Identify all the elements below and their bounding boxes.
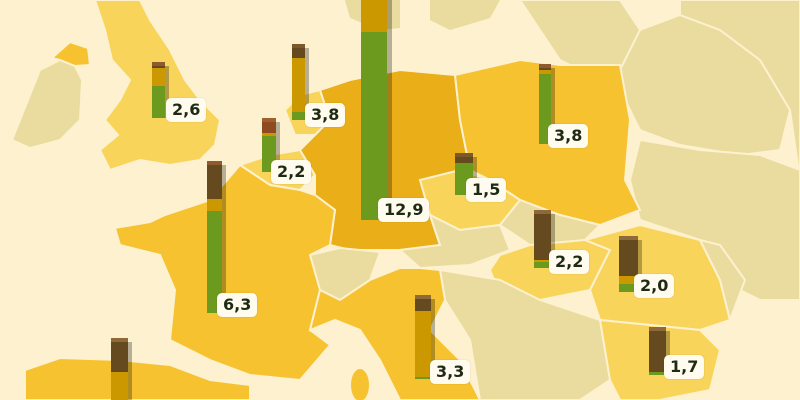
region-ireland [10,58,84,150]
seg-brown [455,157,473,163]
seg-gold [415,311,431,377]
seg-gold [292,58,305,112]
seg-brown [649,331,666,372]
bar-top-cap [534,210,551,214]
value-label-italy: 3,3 [430,360,471,384]
seg-gold [539,70,551,74]
seg-brown [111,342,128,372]
bar-shadow [128,342,132,400]
seg-brown [619,240,638,276]
seg-green [292,112,305,120]
bar-shadow [551,68,555,144]
value-label-france: 6,3 [217,293,258,317]
region-moldova [698,238,747,324]
bar-france [207,161,226,313]
seg-green [534,262,551,268]
value-label-germany: 12,9 [378,198,430,222]
bar-top-cap [152,62,165,66]
region-balkans [438,268,612,400]
value-label-romania: 2,0 [634,274,675,298]
region-russia-ne [679,0,800,181]
bar-uk [152,62,169,118]
bar-germany [361,0,392,220]
seg-gold [361,0,387,32]
bar-shadow [666,331,670,375]
bar-romania [619,236,642,292]
seg-gold [262,133,276,136]
region-corsica [351,369,369,400]
seg-brown [207,165,222,199]
seg-brown [152,66,165,68]
value-label-bulgaria: 1,7 [664,355,705,379]
seg-brown [534,214,551,260]
value-label-uk: 2,6 [166,98,207,122]
bar-shadow [431,299,435,379]
seg-gold [152,68,165,86]
seg-green [619,284,638,292]
seg-green [152,86,165,118]
value-label-belgium: 2,2 [271,160,312,184]
bar-top-cap [649,327,666,331]
bar-shadow [305,48,309,120]
bar-top-cap [111,338,128,342]
bar-top-cap [292,44,305,48]
region-northern-ireland [49,40,92,68]
seg-green [415,377,431,379]
value-label-hungary: 2,2 [549,250,590,274]
seg-gold [619,276,638,284]
region-spain [24,356,251,400]
bar-top-cap [415,295,431,299]
bar-italy [415,295,435,379]
bar-shadow [551,214,555,268]
bar-shadow [387,0,392,220]
bar-spain [111,338,132,400]
seg-green [207,211,222,313]
seg-red-brown [262,122,276,133]
region-baltic [430,0,500,30]
value-label-poland: 3,8 [548,124,589,148]
region-france [113,163,337,382]
bar-top-cap [619,236,638,240]
seg-gold [207,199,222,211]
value-label-czechia: 1,5 [466,178,507,202]
seg-brown [292,48,305,58]
seg-brown [539,68,551,70]
value-label-netherlands: 3,8 [305,103,346,127]
bar-top-cap [539,64,551,68]
bar-shadow [638,240,642,292]
bar-netherlands [292,44,309,120]
bar-hungary [534,210,555,268]
bar-shadow [222,165,226,313]
seg-green [649,372,666,375]
region-belarus [618,13,792,157]
bar-top-cap [455,153,473,157]
bar-top-cap [207,161,222,165]
bar-bulgaria [649,327,670,375]
seg-gold [534,260,551,262]
region-austria [397,213,512,270]
seg-brown [415,299,431,311]
bar-top-cap [262,118,276,122]
bar-shadow [473,157,477,195]
bar-shadow [165,66,169,118]
bar-shadow [276,122,280,172]
seg-green [361,32,387,220]
seg-gold [111,372,128,400]
